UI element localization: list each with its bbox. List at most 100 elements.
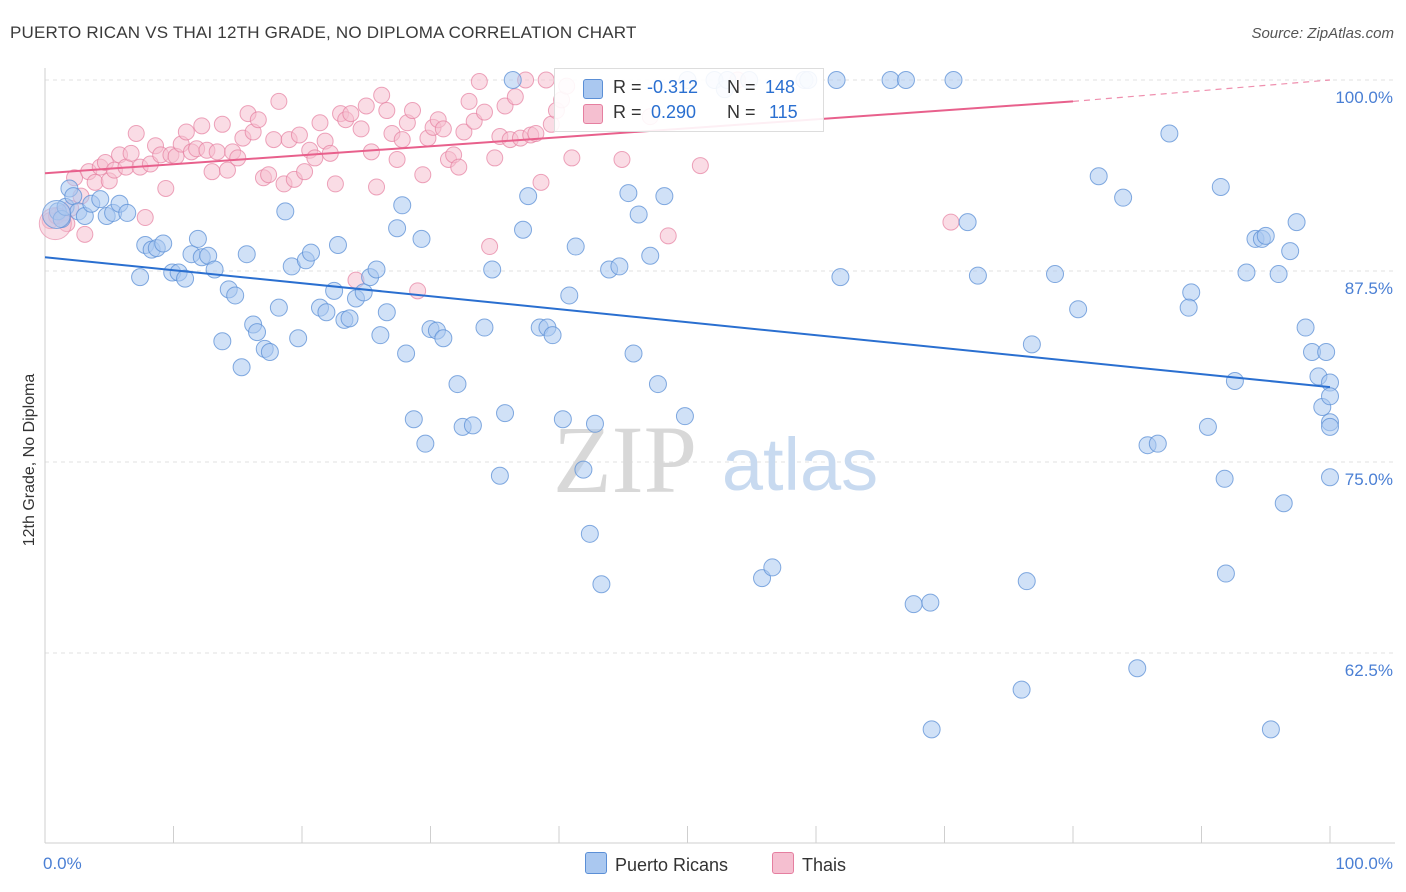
puerto-rican-point <box>404 410 423 429</box>
thai-point <box>450 158 468 176</box>
thai-point <box>306 149 324 167</box>
thais-trend-extension <box>1072 79 1331 102</box>
puerto-rican-point <box>1269 265 1288 284</box>
thai-point <box>475 103 493 121</box>
puerto-rican-point <box>1261 720 1280 739</box>
thai-point <box>208 143 226 161</box>
legend-label: Thais <box>802 855 847 875</box>
thai-point <box>76 225 94 243</box>
y-tick-label: 100.0% <box>1335 88 1393 107</box>
puerto-rican-point <box>131 268 150 287</box>
puerto-rican-point <box>260 342 279 361</box>
thai-point <box>455 123 473 141</box>
thai-point <box>203 163 221 181</box>
puerto-rican-point <box>377 303 396 322</box>
thai-point <box>532 173 550 191</box>
n-value: 148 <box>765 77 796 97</box>
thai-point <box>260 166 278 184</box>
thai-point <box>486 149 504 167</box>
puerto-rican-point <box>610 257 629 276</box>
thai-point <box>86 173 104 191</box>
thai-point <box>127 124 145 142</box>
thai-point <box>296 163 314 181</box>
correlation-legend: R = -0.312 N = 148 R = 0.290 N = 115 <box>554 68 824 132</box>
puerto-rican-point <box>289 329 308 348</box>
thai-point <box>659 227 677 245</box>
thai-point <box>563 149 581 167</box>
thai-point <box>613 150 631 168</box>
puerto-rican-point <box>367 260 386 279</box>
thai-point <box>342 105 360 123</box>
puerto-rican-point <box>176 269 195 288</box>
n-value: 115 <box>769 102 798 122</box>
watermark: ZIP atlas <box>553 406 878 513</box>
thai-point <box>218 161 236 179</box>
puerto-rican-point <box>1182 283 1201 302</box>
puerto-rican-point <box>248 323 267 342</box>
puerto-rican-point <box>154 234 173 253</box>
puerto-rican-point <box>1160 124 1179 143</box>
puerto-rican-point <box>475 318 494 337</box>
source-label: Source: ZipAtlas.com <box>1251 25 1394 42</box>
thai-point <box>434 120 452 138</box>
r-value: 0.290 <box>651 102 697 122</box>
thai-point <box>311 114 329 132</box>
puerto-rican-point <box>463 416 482 435</box>
thai-point <box>378 102 396 120</box>
legend-row-thais: R = 0.290 N = 115 <box>555 101 823 129</box>
puerto-rican-point <box>397 344 416 363</box>
puerto-rican-point <box>1216 564 1235 583</box>
thai-point <box>691 157 709 175</box>
puerto-rican-point <box>968 266 987 285</box>
puerto-rican-point <box>1089 167 1108 186</box>
puerto-rican-point <box>64 187 83 206</box>
x-tick-label: 100.0% <box>1335 854 1393 873</box>
thai-point <box>388 150 406 168</box>
puerto-rican-point <box>1321 468 1339 487</box>
thai-point <box>352 120 370 138</box>
puerto-rican-point <box>619 184 638 203</box>
puerto-rican-point <box>1069 300 1088 319</box>
puerto-rican-point <box>416 434 435 453</box>
thai-point <box>404 102 422 120</box>
puerto-rican-point <box>519 187 538 206</box>
thai-point <box>213 115 231 133</box>
watermark-atlas: atlas <box>722 423 878 506</box>
puerto-rican-point <box>1198 417 1217 436</box>
thai-point <box>393 131 411 149</box>
puerto-rican-point <box>1237 263 1256 282</box>
puerto-rican-point <box>269 298 288 317</box>
puerto-rican-point <box>944 71 963 89</box>
puerto-rican-point <box>922 720 941 739</box>
thai-point <box>270 92 288 110</box>
puerto-rican-point <box>412 229 431 248</box>
puerto-rican-point <box>1215 469 1234 488</box>
puerto-rican-point <box>448 375 467 394</box>
puerto-rican-point <box>553 410 572 429</box>
pink-swatch <box>583 104 603 124</box>
x-tick-label: 0.0% <box>43 854 82 873</box>
pink-swatch <box>772 852 794 874</box>
legend-item-puerto-ricans[interactable]: Puerto Ricans <box>585 852 728 876</box>
thai-point <box>136 209 154 227</box>
puerto-rican-point <box>648 375 667 394</box>
puerto-rican-point <box>1321 417 1339 436</box>
puerto-rican-point <box>434 329 453 348</box>
puerto-rican-point <box>1179 298 1198 317</box>
axes <box>44 68 1395 844</box>
puerto-rican-point <box>629 205 648 224</box>
puerto-ricans-trend-line <box>44 256 1331 389</box>
puerto-rican-point <box>490 466 509 485</box>
puerto-rican-cluster-point <box>42 199 72 229</box>
puerto-rican-point <box>226 286 245 305</box>
thai-point <box>537 71 555 89</box>
puerto-rican-point <box>393 196 412 215</box>
tick-labels: 100.0% 87.5% 75.0% 62.5% 0.0% 100.0% <box>43 88 1393 873</box>
puerto-rican-point <box>276 202 295 221</box>
puerto-rican-point <box>624 344 643 363</box>
puerto-rican-point <box>1317 342 1336 361</box>
puerto-rican-point <box>514 220 533 239</box>
legend-item-thais[interactable]: Thais <box>772 852 846 876</box>
puerto-rican-point <box>580 524 599 543</box>
puerto-rican-point <box>827 71 846 89</box>
